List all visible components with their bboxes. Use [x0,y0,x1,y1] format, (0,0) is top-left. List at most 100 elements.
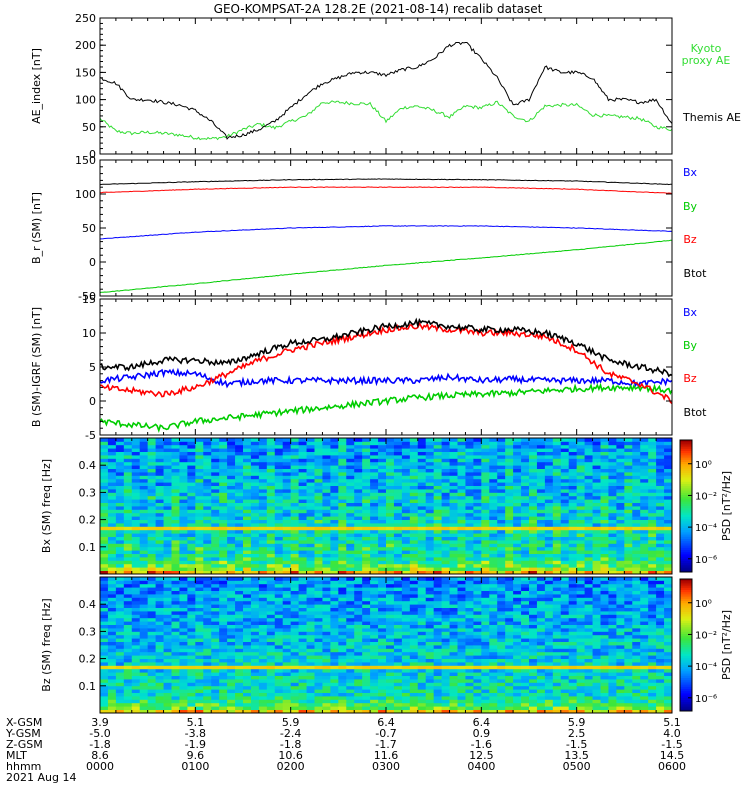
spectrogram-cell [386,509,395,514]
spectrogram-cell [306,489,315,493]
spectrogram-cell [250,614,260,619]
spectrogram-cell [235,451,244,456]
spectrogram-cell [274,668,284,673]
spectrogram-cell [624,468,633,473]
spectrogram-cell [250,594,260,598]
spectrogram-cell [227,451,236,456]
spectrogram-cell [266,668,276,673]
spectrogram-cell [592,533,601,537]
spectrogram-cell [370,485,379,490]
spectrogram-cell [433,570,443,575]
spectrogram-cell [211,451,220,456]
spectrogram-cell [370,553,379,558]
spectrogram-cell [266,634,276,639]
spectrogram-cell [338,577,347,581]
spectrogram-cell [560,509,570,514]
spectrogram-cell [211,580,220,585]
spectrogram-cell [616,499,625,503]
spectrogram-cell [560,550,570,554]
spectrogram-cell [322,502,331,507]
spectrogram-cell [449,529,458,534]
spectrogram-cell [552,567,562,571]
spectrogram-cell [417,570,427,575]
spectrogram-cell [219,577,228,581]
spectrogram-cell [123,709,133,714]
spectrogram-cell [258,567,268,571]
panel-br-ylabel: B_r (SM) [nT] [30,192,43,264]
spectrogram-cell [465,570,474,575]
spectrogram-cell [123,455,133,459]
spectrogram-cell [664,438,673,442]
spectrogram-cell [489,485,498,490]
spectrogram-cell [179,553,188,558]
spectrogram-cell [632,472,641,476]
spectrogram-cell [115,560,125,565]
spectrogram-cell [155,689,164,693]
spectrogram-cell [187,482,196,486]
spectrogram-cell [346,689,355,693]
spectrogram-cell [131,696,141,700]
spectrogram-cell [211,546,220,551]
spectrogram-cell [274,662,284,666]
spectrogram-cell [258,482,268,486]
spectrogram-cell [100,580,109,585]
spectrogram-cell [179,495,188,500]
spectrogram-cell [513,560,522,565]
spectrogram-cell [298,567,307,571]
spectrogram-cell [425,533,435,537]
spectrogram-cell [481,509,490,514]
spectrogram-cell [417,489,427,493]
spectrogram-cell [664,553,673,558]
spectrogram-cell [227,441,236,446]
spectrogram-cell [155,624,164,629]
spectrogram-cell [266,587,276,591]
spectrogram-cell [664,533,673,537]
spectrogram-cell [648,516,657,520]
spectrogram-cell [298,529,307,534]
spectrogram-cell [560,523,570,527]
spectrogram-cell [378,594,387,598]
spectrogram-cell [107,461,117,466]
spectrogram-cell [147,543,157,548]
spectrogram-cell [560,448,570,452]
spectrogram-cell [107,577,117,581]
spectrogram-cell [648,543,657,548]
spectrogram-cell [330,512,339,517]
spectrogram-cell [100,658,109,663]
spectrogram-cell [473,485,482,490]
spectrogram-cell [290,645,300,649]
spectrogram-cell [441,438,450,442]
spectrogram-cell [290,465,300,469]
spectrogram-cell [274,631,284,636]
spectrogram-cell [171,594,180,598]
spectrogram-cell [386,583,395,588]
spectrogram-cell [219,441,228,446]
spectrogram-cell [648,448,657,452]
spectrogram-cell [243,553,252,558]
spectrogram-cell [266,468,276,473]
spectrogram-cell [187,692,196,697]
spectrogram-cell [584,512,593,517]
spectrogram-cell [568,506,578,510]
spectrogram-cell [298,645,307,649]
spectrogram-cell [306,438,315,442]
spectrogram-cell [346,651,355,656]
spectrogram-cell [354,543,363,548]
spectrogram-cell [354,461,363,466]
spectrogram-cell [243,706,252,710]
spectrogram-cell [322,628,331,632]
spectrogram-cell [107,628,117,632]
spectrogram-cell [147,509,157,514]
spectrogram-cell [322,461,331,466]
spectrogram-cell [409,444,419,449]
spectrogram-cell [147,679,157,683]
spectrogram-cell [338,509,347,514]
spectrogram-cell [155,594,164,598]
spectrogram-cell [489,502,498,507]
spectrogram-cell [624,519,633,524]
spectrogram-cell [131,631,141,636]
spectrogram-cell [624,526,633,531]
spectrogram-cell [107,438,117,442]
spectrogram-cell [560,478,570,483]
spectrogram-cell [203,638,212,642]
